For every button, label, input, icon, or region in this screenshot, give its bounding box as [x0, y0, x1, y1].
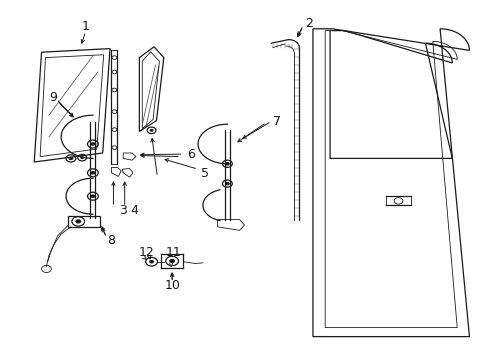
Text: 4: 4: [130, 204, 138, 217]
Circle shape: [80, 156, 84, 159]
Circle shape: [75, 219, 81, 224]
Circle shape: [169, 259, 175, 263]
Text: 7: 7: [273, 115, 281, 128]
Polygon shape: [122, 168, 133, 177]
Circle shape: [90, 171, 95, 175]
Text: 5: 5: [201, 167, 209, 180]
Circle shape: [90, 142, 95, 146]
Circle shape: [149, 260, 154, 264]
Text: 6: 6: [186, 148, 194, 161]
Text: 9: 9: [49, 91, 57, 104]
Text: 8: 8: [107, 234, 115, 247]
Circle shape: [224, 162, 229, 166]
Text: 12: 12: [139, 246, 154, 258]
Polygon shape: [68, 216, 100, 227]
Polygon shape: [123, 153, 136, 160]
Circle shape: [149, 129, 153, 132]
Text: 11: 11: [165, 246, 181, 258]
Text: 1: 1: [81, 21, 89, 33]
Text: 10: 10: [164, 279, 180, 292]
Text: 3: 3: [119, 204, 127, 217]
Text: 2: 2: [305, 17, 312, 30]
Circle shape: [68, 157, 73, 160]
Circle shape: [224, 182, 229, 185]
Polygon shape: [111, 167, 121, 176]
Polygon shape: [217, 220, 244, 230]
Circle shape: [90, 194, 95, 198]
